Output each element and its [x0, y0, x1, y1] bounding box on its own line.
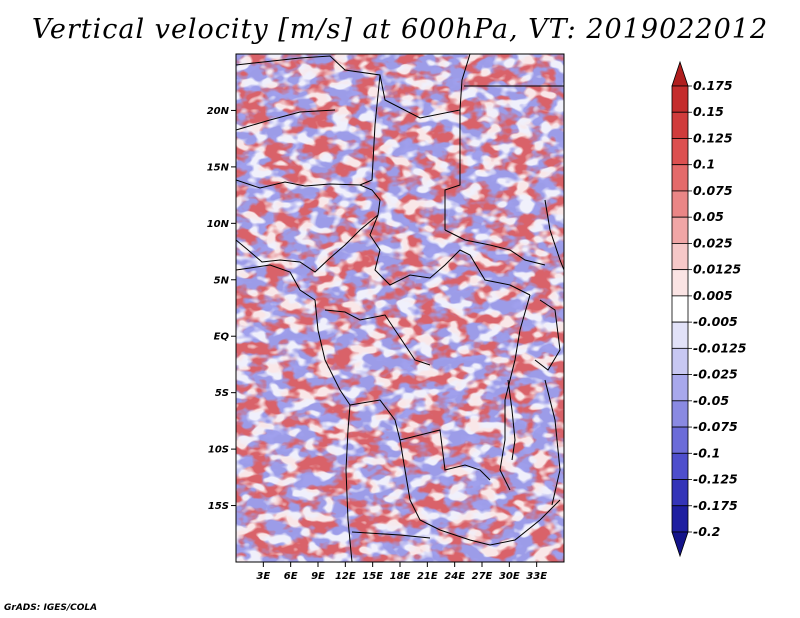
border-sahel [236, 179, 381, 216]
border-zambia [399, 439, 561, 546]
border-drc-angola [349, 399, 491, 481]
border-ethiopia [544, 199, 564, 271]
lon-tick-label: 18E [390, 571, 411, 582]
border-chad-sudan [444, 110, 461, 230]
colorbar-label: -0.025 [693, 367, 738, 382]
lon-tick-label: 3E [256, 571, 270, 582]
lat-tick-label: 10N [207, 219, 230, 230]
border-niger-chad [359, 74, 381, 186]
lat-tick-label: 20N [207, 106, 230, 117]
border-congo [324, 309, 431, 366]
colorbar-swatch [671, 452, 689, 480]
border-great-lakes [499, 294, 531, 491]
longitude-axis: 3E 6E 9E 12E 15E 18E 21E 24E 27E 30E 33E [256, 562, 547, 582]
lon-tick-label: 12E [335, 571, 356, 582]
map-plot-area [235, 53, 565, 563]
grads-credit: GrADS: IGES/COLA [4, 603, 98, 613]
lat-tick-label: 5N [214, 275, 230, 286]
border-namibia [351, 531, 431, 539]
colorbar-swatch [671, 321, 689, 349]
lon-tick-label: 27E [472, 571, 493, 582]
colorbar-label: 0.025 [693, 235, 733, 250]
colorbar-swatch [671, 216, 689, 244]
lat-tick-label: EQ [214, 332, 230, 343]
colorbar-label: -0.075 [693, 419, 738, 434]
colorbar-swatch [671, 426, 689, 454]
colorbar-swatch [671, 111, 689, 139]
lon-tick-label: 21E [417, 571, 438, 582]
colorbar-swatch [671, 190, 689, 218]
lon-tick-label: 9E [311, 571, 325, 582]
border-nigeria-cameroon [236, 214, 379, 273]
colorbar-label: 0.175 [693, 78, 733, 93]
colorbar-swatch [671, 164, 689, 192]
colorbar-swatch [671, 479, 689, 507]
colorbar-swatch [671, 347, 689, 375]
border-tanzania-mozambique [544, 379, 561, 506]
map-white-field [236, 54, 564, 562]
lon-tick-label: 6E [284, 571, 298, 582]
colorbar-swatch [671, 374, 689, 402]
colorbar-swatch [671, 85, 689, 113]
colorbar-label: -0.175 [693, 498, 738, 513]
colorbar-label: -0.05 [693, 393, 729, 408]
lon-tick-label: 30E [499, 571, 520, 582]
lon-tick-label: 15E [362, 571, 383, 582]
colorbar-swatch [671, 400, 689, 428]
colorbar-top-arrow [671, 60, 689, 87]
lake-tanganyika [507, 379, 516, 461]
colorbar-label: -0.2 [693, 524, 720, 539]
border-algeria-south [236, 109, 336, 131]
lat-tick-label: 5S [215, 388, 229, 399]
border-car [369, 214, 531, 296]
border-south-sudan [444, 229, 546, 266]
colorbar-swatch [671, 505, 689, 533]
lake-victoria [534, 299, 561, 371]
coastline-gulf-guinea [236, 264, 316, 301]
colorbar-swatch [671, 243, 689, 271]
colorbar-label: -0.0125 [693, 340, 747, 355]
lat-tick-label: 10S [208, 445, 229, 456]
colorbar-label: 0.05 [693, 209, 724, 224]
colorbar-swatch [671, 138, 689, 166]
colorbar-label: 0.125 [693, 130, 733, 145]
colorbar-swatch [671, 269, 689, 297]
colorbar-label: -0.005 [693, 314, 738, 329]
country-borders [236, 54, 564, 562]
colorbar-label: 0.0125 [693, 262, 742, 277]
lat-tick-label: 15S [208, 501, 229, 512]
border-northern-sahara [236, 54, 471, 119]
colorbar-label: 0.1 [693, 157, 715, 172]
colorbar: 0.175 0.15 0.125 0.1 0.075 0.05 0.025 0.0125 0.0… [671, 60, 747, 558]
colorbar-label: -0.1 [693, 445, 720, 460]
lon-tick-label: 33E [526, 571, 547, 582]
latitude-axis: 20N 15N 10N 5N EQ 5S 10S 15S [207, 106, 236, 512]
colorbar-label: 0.075 [693, 183, 733, 198]
colorbar-bottom-arrow [671, 531, 689, 558]
colorbar-label: 0.15 [693, 104, 724, 119]
chart-title: Vertical velocity [m/s] at 600hPa, VT: 2… [31, 14, 769, 45]
colorbar-label: 0.005 [693, 288, 733, 303]
lon-tick-label: 24E [444, 571, 465, 582]
lat-tick-label: 15N [207, 162, 230, 173]
colorbar-label: -0.125 [693, 472, 738, 487]
colorbar-swatch [671, 295, 689, 323]
